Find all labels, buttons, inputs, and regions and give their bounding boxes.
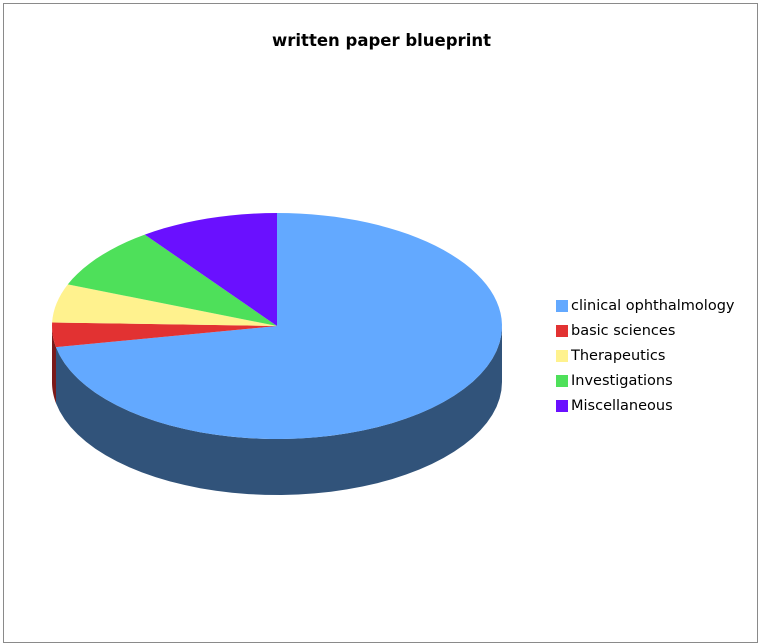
pie-side-clinical-ophthalmology	[55, 326, 503, 495]
legend-item-basic-sciences: basic sciences	[556, 318, 734, 343]
legend-item-miscellaneous: Miscellaneous	[556, 393, 734, 418]
legend-label: Investigations	[571, 372, 673, 389]
legend-swatch	[556, 374, 568, 387]
legend-swatch	[556, 324, 568, 337]
pie-side-basic-sciences	[52, 326, 56, 404]
legend-swatch	[556, 299, 568, 312]
pie-slice-clinical-ophthalmology	[55, 213, 502, 439]
legend-item-therapeutics: Therapeutics	[556, 343, 734, 368]
pie-slice-therapeutics	[52, 284, 277, 326]
pie-top-group	[52, 213, 502, 439]
pie-slice-miscellaneous	[144, 213, 277, 326]
legend-label: Miscellaneous	[571, 397, 673, 414]
legend-item-clinical-ophthalmology: clinical ophthalmology	[556, 293, 734, 318]
chart-title: written paper blueprint	[272, 31, 491, 50]
pie-slice-investigations	[67, 234, 277, 326]
pie-side-group	[52, 326, 503, 495]
legend-label: basic sciences	[571, 322, 676, 339]
legend-label: Therapeutics	[571, 347, 666, 364]
legend-swatch	[556, 399, 568, 412]
legend-swatch	[556, 349, 568, 362]
legend-item-investigations: Investigations	[556, 368, 734, 393]
pie-slice-basic-sciences	[52, 322, 277, 348]
chart-legend: clinical ophthalmology basic sciences Ther…	[556, 293, 734, 418]
legend-label: clinical ophthalmology	[571, 297, 735, 314]
